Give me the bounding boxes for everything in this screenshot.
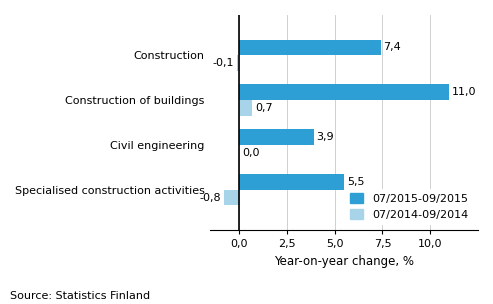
Bar <box>239 174 344 190</box>
Text: 5,5: 5,5 <box>347 177 365 187</box>
Bar <box>224 190 239 206</box>
X-axis label: Year-on-year change, %: Year-on-year change, % <box>274 255 414 268</box>
Text: 0,7: 0,7 <box>255 103 273 113</box>
Text: 11,0: 11,0 <box>452 87 477 97</box>
Text: 7,4: 7,4 <box>384 43 401 53</box>
Text: Source: Statistics Finland: Source: Statistics Finland <box>10 291 150 301</box>
Bar <box>239 85 449 100</box>
Legend: 07/2015-09/2015, 07/2014-09/2014: 07/2015-09/2015, 07/2014-09/2014 <box>345 188 472 225</box>
Bar <box>239 100 252 116</box>
Text: 0,0: 0,0 <box>242 148 259 158</box>
Text: -0,8: -0,8 <box>199 193 221 203</box>
Bar <box>239 129 314 145</box>
Text: -0,1: -0,1 <box>213 58 234 68</box>
Bar <box>237 55 239 71</box>
Bar <box>239 40 381 55</box>
Text: 3,9: 3,9 <box>317 132 334 142</box>
